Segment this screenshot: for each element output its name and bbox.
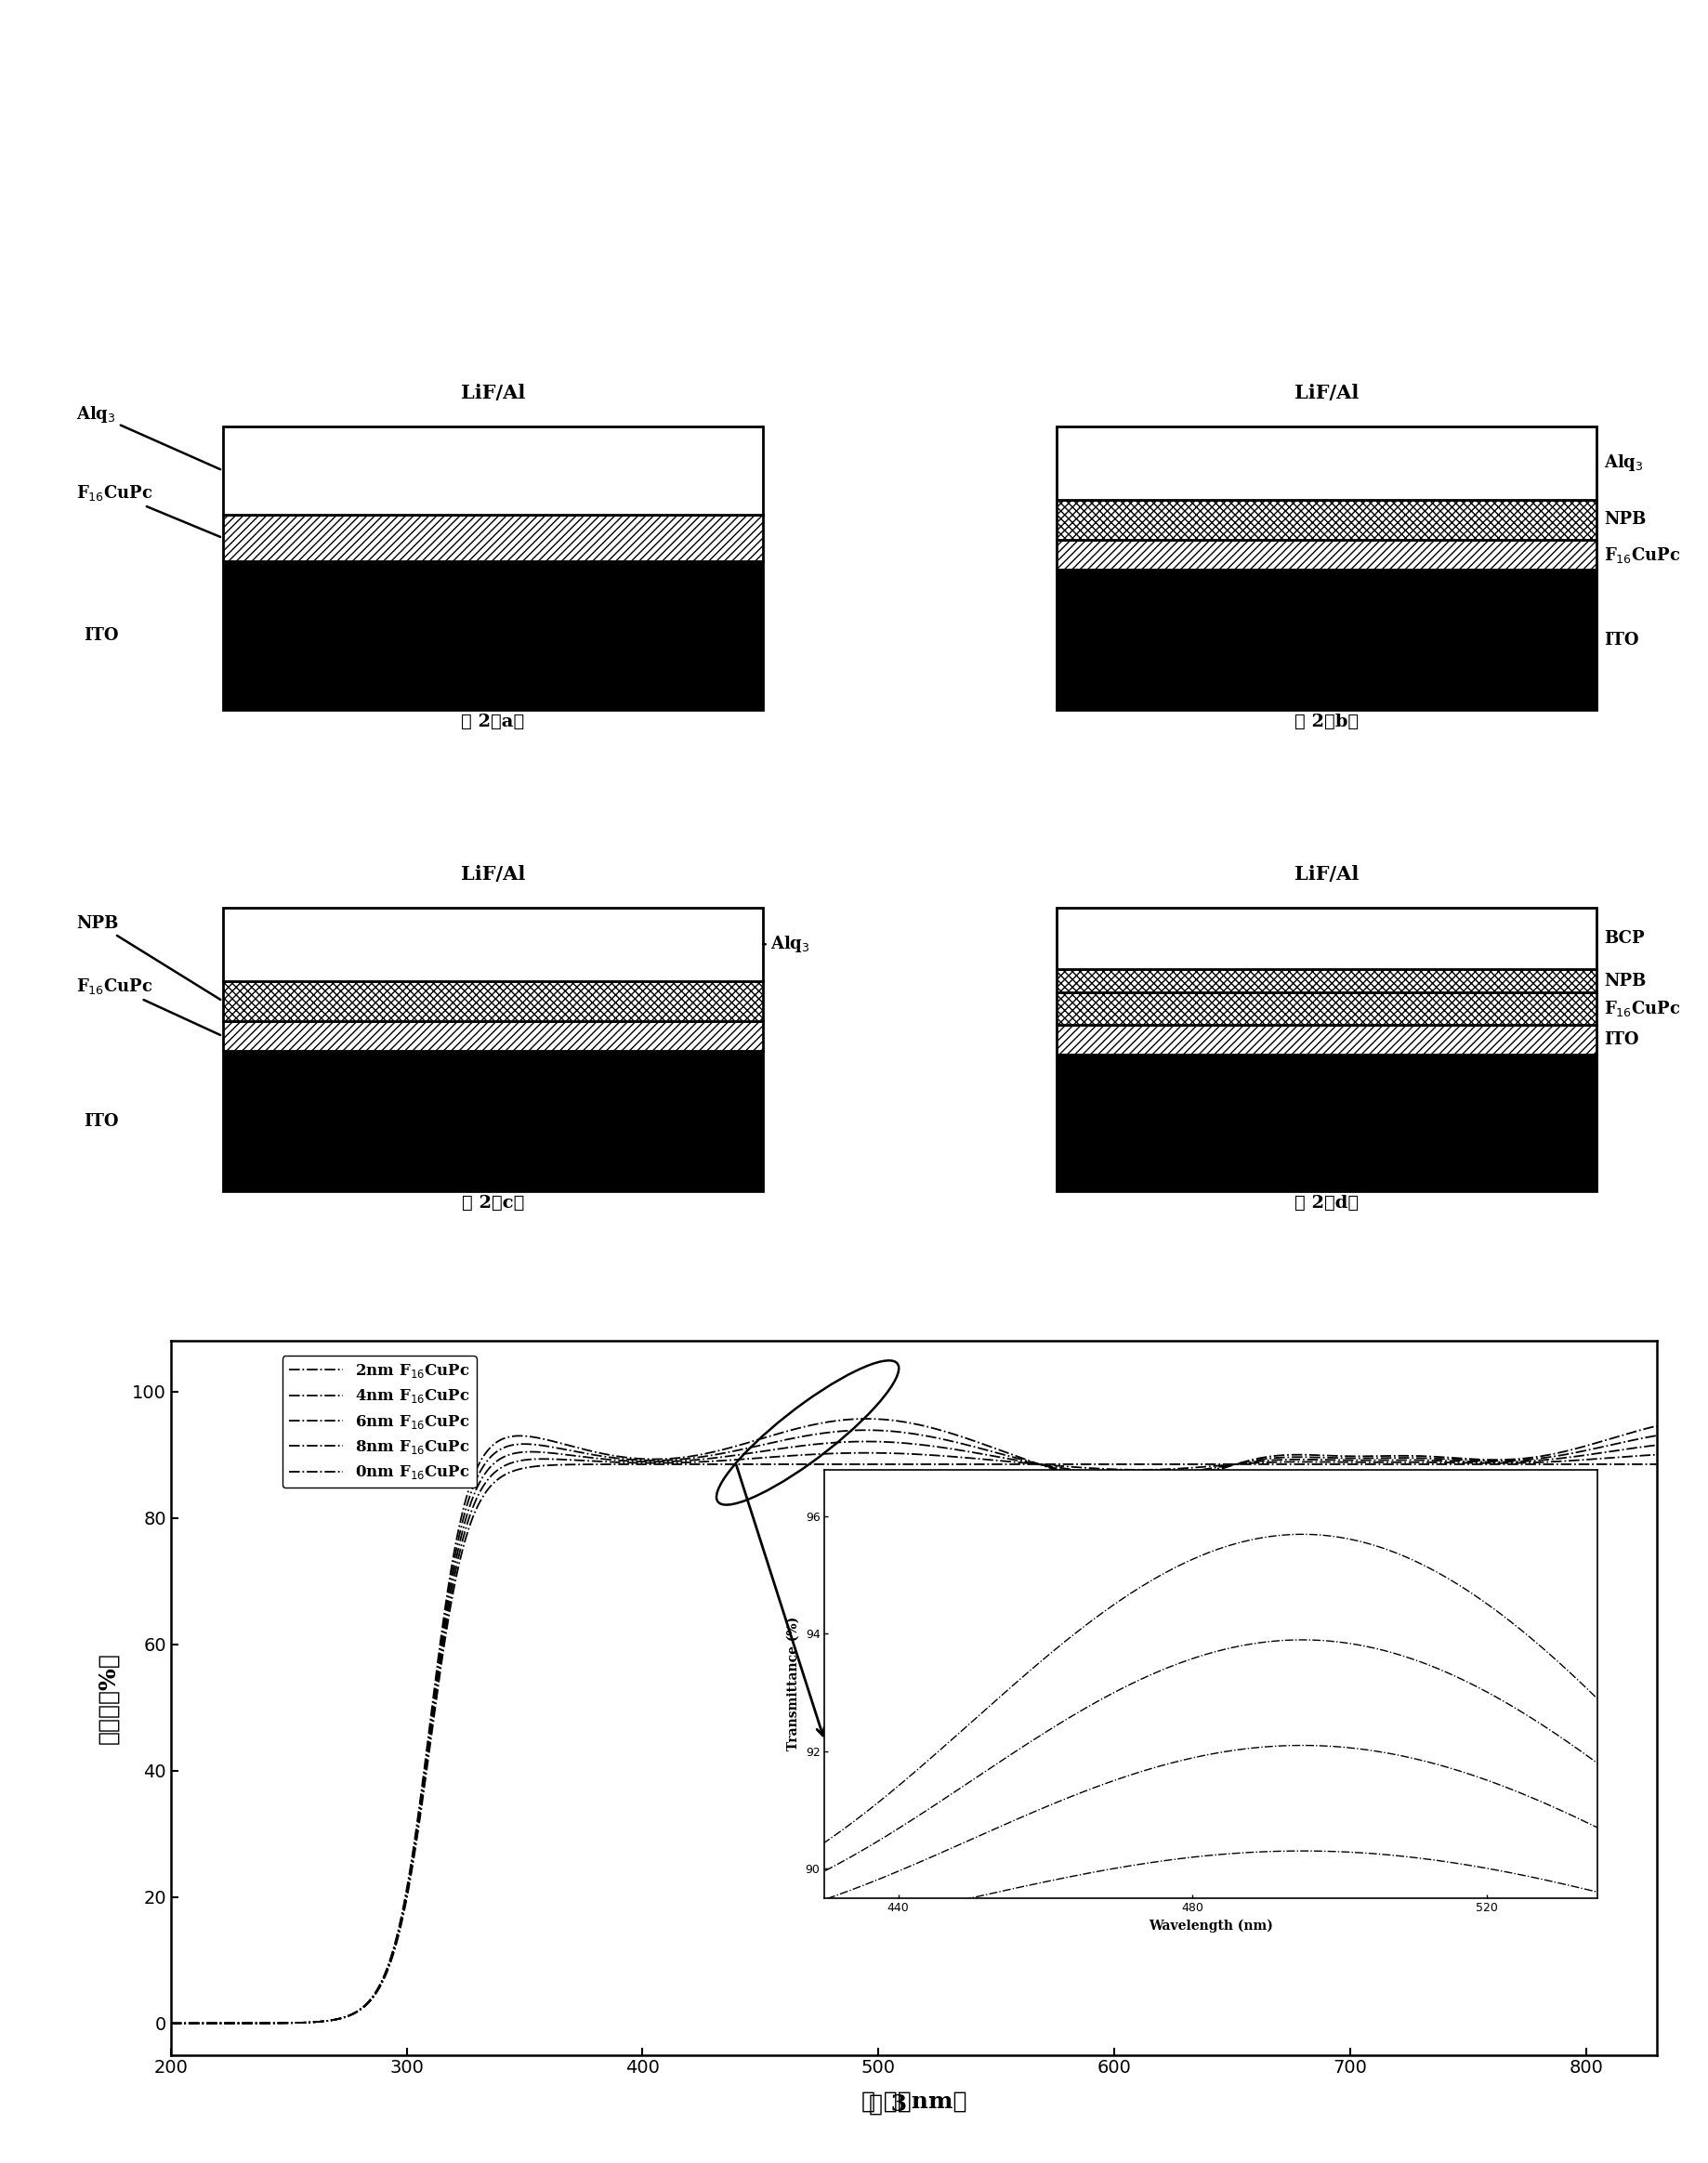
Text: LiF/Al: LiF/Al: [461, 865, 524, 885]
0nm F$_{16}$CuPc: [844, 1451, 864, 1477]
Bar: [222, 1021, 763, 1051]
4nm F$_{16}$CuPc: [844, 1430, 864, 1456]
Text: 图 2（a）: 图 2（a）: [461, 714, 524, 729]
8nm F$_{16}$CuPc: [1604, 1425, 1624, 1451]
8nm F$_{16}$CuPc: [1647, 1412, 1667, 1438]
6nm F$_{16}$CuPc: [856, 1417, 876, 1443]
Text: ITO: ITO: [84, 1114, 118, 1129]
Bar: [1056, 1025, 1597, 1053]
Text: 图 2（c）: 图 2（c）: [461, 1194, 524, 1211]
Text: NPB: NPB: [1604, 510, 1647, 528]
4nm F$_{16}$CuPc: [883, 1430, 904, 1456]
Text: Alq$_3$: Alq$_3$: [763, 934, 810, 954]
8nm F$_{16}$CuPc: [844, 1406, 864, 1432]
Line: 6nm F$_{16}$CuPc: 6nm F$_{16}$CuPc: [171, 1430, 1657, 2022]
Text: ITO: ITO: [84, 627, 118, 645]
Bar: [1056, 993, 1597, 1025]
Bar: [222, 426, 763, 515]
4nm F$_{16}$CuPc: [236, 2009, 256, 2035]
6nm F$_{16}$CuPc: [236, 2009, 256, 2035]
6nm F$_{16}$CuPc: [1331, 1445, 1351, 1471]
2nm F$_{16}$CuPc: [1604, 1445, 1624, 1471]
Text: NPB: NPB: [1604, 973, 1647, 988]
2nm F$_{16}$CuPc: [856, 1441, 876, 1467]
2nm F$_{16}$CuPc: [844, 1441, 864, 1467]
Text: ITO: ITO: [1604, 1032, 1640, 1049]
Bar: [1056, 541, 1597, 569]
Bar: [1056, 500, 1597, 541]
Text: F$_{16}$CuPc: F$_{16}$CuPc: [1604, 999, 1681, 1019]
4nm F$_{16}$CuPc: [161, 2009, 181, 2035]
2nm F$_{16}$CuPc: [883, 1441, 904, 1467]
0nm F$_{16}$CuPc: [1114, 1451, 1134, 1477]
Bar: [1056, 569, 1597, 709]
4nm F$_{16}$CuPc: [1604, 1438, 1624, 1464]
Text: F$_{16}$CuPc: F$_{16}$CuPc: [1604, 545, 1681, 565]
0nm F$_{16}$CuPc: [236, 2009, 256, 2035]
2nm F$_{16}$CuPc: [1604, 1445, 1624, 1471]
Line: 8nm F$_{16}$CuPc: 8nm F$_{16}$CuPc: [171, 1419, 1657, 2022]
Line: 0nm F$_{16}$CuPc: 0nm F$_{16}$CuPc: [171, 1464, 1657, 2022]
8nm F$_{16}$CuPc: [161, 2009, 181, 2035]
Text: 图 2（b）: 图 2（b）: [1295, 714, 1358, 729]
Bar: [222, 515, 763, 560]
0nm F$_{16}$CuPc: [1331, 1451, 1351, 1477]
Text: F$_{16}$CuPc: F$_{16}$CuPc: [77, 978, 220, 1036]
Bar: [1056, 969, 1597, 993]
Text: NPB: NPB: [77, 915, 220, 999]
4nm F$_{16}$CuPc: [1604, 1438, 1624, 1464]
Text: 图 2（d）: 图 2（d）: [1295, 1194, 1358, 1211]
4nm F$_{16}$CuPc: [856, 1428, 876, 1454]
2nm F$_{16}$CuPc: [1647, 1443, 1667, 1469]
6nm F$_{16}$CuPc: [1647, 1423, 1667, 1449]
6nm F$_{16}$CuPc: [844, 1417, 864, 1443]
Text: Alq$_3$: Alq$_3$: [1604, 452, 1645, 474]
Bar: [222, 908, 763, 982]
0nm F$_{16}$CuPc: [161, 2009, 181, 2035]
Y-axis label: 透光率（%）: 透光率（%）: [97, 1653, 120, 1743]
Text: F$_{16}$CuPc: F$_{16}$CuPc: [77, 482, 220, 536]
4nm F$_{16}$CuPc: [1647, 1432, 1667, 1458]
8nm F$_{16}$CuPc: [1604, 1425, 1624, 1451]
Bar: [1056, 908, 1597, 969]
8nm F$_{16}$CuPc: [236, 2009, 256, 2035]
2nm F$_{16}$CuPc: [1331, 1449, 1351, 1475]
0nm F$_{16}$CuPc: [1647, 1451, 1667, 1477]
Text: 图 3: 图 3: [869, 2094, 907, 2115]
Bar: [1056, 1053, 1597, 1192]
Text: ITO: ITO: [1604, 632, 1640, 649]
Text: LiF/Al: LiF/Al: [461, 383, 524, 402]
8nm F$_{16}$CuPc: [856, 1406, 876, 1432]
6nm F$_{16}$CuPc: [1604, 1432, 1624, 1458]
8nm F$_{16}$CuPc: [883, 1408, 904, 1434]
6nm F$_{16}$CuPc: [883, 1419, 904, 1445]
8nm F$_{16}$CuPc: [1331, 1443, 1351, 1469]
6nm F$_{16}$CuPc: [1604, 1432, 1624, 1458]
Bar: [222, 1051, 763, 1192]
Line: 4nm F$_{16}$CuPc: 4nm F$_{16}$CuPc: [171, 1441, 1657, 2022]
Bar: [222, 982, 763, 1021]
Bar: [222, 560, 763, 709]
6nm F$_{16}$CuPc: [161, 2009, 181, 2035]
Text: LiF/Al: LiF/Al: [1295, 383, 1360, 402]
Text: BCP: BCP: [1604, 930, 1645, 947]
2nm F$_{16}$CuPc: [161, 2009, 181, 2035]
2nm F$_{16}$CuPc: [236, 2009, 256, 2035]
Line: 2nm F$_{16}$CuPc: 2nm F$_{16}$CuPc: [171, 1454, 1657, 2022]
0nm F$_{16}$CuPc: [883, 1451, 904, 1477]
Bar: [1056, 426, 1597, 500]
X-axis label: 波 长（nm）: 波 长（nm）: [861, 2089, 967, 2113]
0nm F$_{16}$CuPc: [1604, 1451, 1624, 1477]
4nm F$_{16}$CuPc: [1331, 1447, 1351, 1473]
0nm F$_{16}$CuPc: [1604, 1451, 1624, 1477]
Legend: 2nm F$_{16}$CuPc, 4nm F$_{16}$CuPc, 6nm F$_{16}$CuPc, 8nm F$_{16}$CuPc, 0nm F$_{: 2nm F$_{16}$CuPc, 4nm F$_{16}$CuPc, 6nm …: [282, 1356, 477, 1488]
Text: LiF/Al: LiF/Al: [1295, 865, 1360, 885]
Text: Alq$_3$: Alq$_3$: [77, 404, 220, 469]
